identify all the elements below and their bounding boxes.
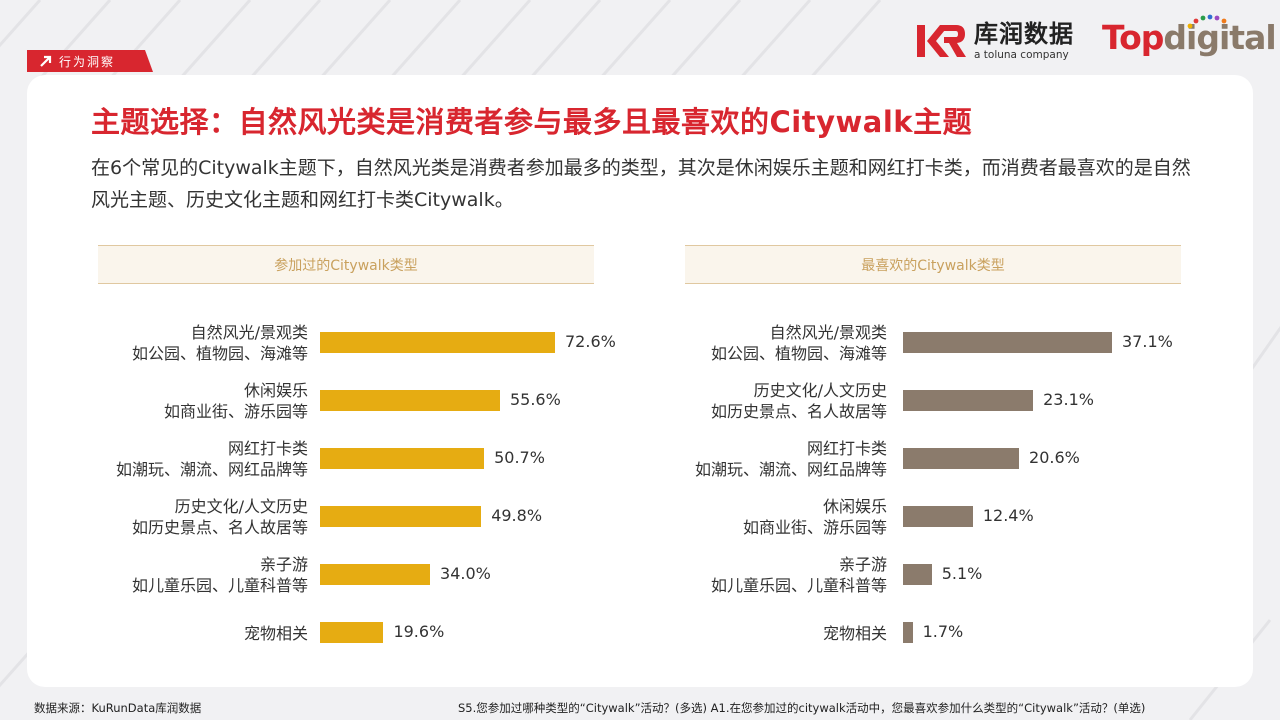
right-chart-title: 最喜欢的Citywalk类型 [685, 245, 1181, 284]
topdigital-dots-icon [1187, 14, 1227, 29]
category-example: 如公园、植物园、海滩等 [710, 344, 887, 363]
right-chart-row: 历史文化/人文历史如历史景点、名人故居等 [657, 376, 887, 426]
right-bar-value-label: 23.1% [1043, 390, 1094, 409]
category-name: 网红打卡类 [227, 439, 308, 458]
category-example: 如潮玩、潮流、网红品牌等 [694, 460, 887, 479]
topdigital-logo-digital: digital [1163, 18, 1276, 57]
arrow-up-right-icon [40, 55, 52, 67]
right-bar-value-label: 37.1% [1122, 332, 1173, 351]
category-name: 休闲娱乐 [243, 381, 308, 400]
footer-questions: S5.您参加过哪种类型的“Citywalk”活动？(多选) A1.在您参加过的c… [458, 701, 1146, 715]
left-bar [320, 390, 500, 411]
category-name: 宠物相关 [822, 623, 887, 643]
right-bar [903, 332, 1112, 353]
right-chart-row: 网红打卡类如潮玩、潮流、网红品牌等 [657, 434, 887, 484]
right-bar [903, 448, 1020, 469]
right-bar-value-label: 12.4% [982, 506, 1034, 525]
category-example: 如潮玩、潮流、网红品牌等 [115, 460, 308, 479]
category-name: 历史文化/人文历史 [753, 381, 887, 400]
left-chart-title: 参加过的Citywalk类型 [98, 245, 594, 284]
topdigital-logo-top: Top [1102, 18, 1164, 57]
right-chart-row: 宠物相关 [657, 608, 887, 658]
left-bar-value-label: 50.7% [494, 448, 545, 467]
right-bar [903, 622, 913, 643]
kurun-logo-cn: 库润数据 [974, 20, 1074, 48]
category-example: 如历史景点、名人故居等 [710, 402, 887, 421]
category-name: 亲子游 [838, 555, 887, 574]
left-chart-row: 亲子游如儿童乐园、儿童科普等 [78, 550, 308, 600]
category-example: 如儿童乐园、儿童科普等 [131, 576, 308, 595]
left-chart-row: 历史文化/人文历史如历史景点、名人故居等 [78, 492, 308, 542]
right-chart-row: 休闲娱乐如商业街、游乐园等 [657, 492, 887, 542]
content-card [27, 75, 1253, 687]
kurun-logo-en: a toluna company [974, 49, 1069, 61]
left-chart-row: 休闲娱乐如商业街、游乐园等 [78, 376, 308, 426]
category-label: 宠物相关 [78, 608, 308, 658]
left-bar [320, 448, 485, 469]
right-bar-value-label: 20.6% [1029, 448, 1080, 467]
left-bar-value-label: 72.6% [565, 332, 616, 351]
kurun-logo: 库润数据 a toluna company [914, 20, 1074, 62]
category-example: 如商业街、游乐园等 [163, 402, 308, 421]
category-example: 如历史景点、名人故居等 [131, 518, 308, 537]
category-name: 自然风光/景观类 [769, 323, 887, 342]
left-chart-row: 宠物相关 [78, 608, 308, 658]
left-bar [320, 564, 431, 585]
page-title: 主题选择：自然风光类是消费者参与最多且最喜欢的Citywalk主题 [91, 105, 973, 139]
category-label: 自然风光/景观类如公园、植物园、海滩等 [78, 318, 308, 368]
right-bar-value-label: 5.1% [941, 564, 983, 583]
right-chart-row: 自然风光/景观类如公园、植物园、海滩等 [657, 318, 887, 368]
section-tag: 行为洞察 [27, 50, 153, 72]
category-label: 亲子游如儿童乐园、儿童科普等 [657, 550, 887, 600]
right-bar [903, 564, 932, 585]
left-bar-value-label: 19.6% [393, 622, 445, 641]
right-bar [903, 390, 1034, 411]
category-label: 网红打卡类如潮玩、潮流、网红品牌等 [657, 434, 887, 484]
left-bar-value-label: 49.8% [491, 506, 543, 525]
kurun-logo-mark [917, 25, 966, 57]
left-bar [320, 332, 555, 353]
category-label: 网红打卡类如潮玩、潮流、网红品牌等 [78, 434, 308, 484]
category-example: 如公园、植物园、海滩等 [131, 344, 308, 363]
left-chart-row: 自然风光/景观类如公园、植物园、海滩等 [78, 318, 308, 368]
category-label: 休闲娱乐如商业街、游乐园等 [78, 376, 308, 426]
left-bar-value-label: 34.0% [440, 564, 491, 583]
category-label: 宠物相关 [657, 608, 887, 658]
category-name: 亲子游 [259, 555, 308, 574]
section-tag-label: 行为洞察 [59, 54, 116, 69]
category-example: 如商业街、游乐园等 [742, 518, 887, 537]
right-bar [903, 506, 973, 527]
category-label: 历史文化/人文历史如历史景点、名人故居等 [657, 376, 887, 426]
right-bar-value-label: 1.7% [922, 622, 964, 641]
category-name: 网红打卡类 [806, 439, 887, 458]
category-example: 如儿童乐园、儿童科普等 [710, 576, 887, 595]
left-bar-value-label: 55.6% [509, 390, 561, 409]
topdigital-logo: Topdigital [1102, 18, 1277, 57]
left-chart-row: 网红打卡类如潮玩、潮流、网红品牌等 [78, 434, 308, 484]
category-label: 亲子游如儿童乐园、儿童科普等 [78, 550, 308, 600]
page-description: 在6个常见的Citywalk主题下，自然风光类是消费者参加最多的类型，其次是休闲… [91, 157, 1191, 211]
category-label: 历史文化/人文历史如历史景点、名人故居等 [78, 492, 308, 542]
left-bar [320, 506, 482, 527]
category-name: 休闲娱乐 [822, 497, 887, 516]
category-name: 自然风光/景观类 [190, 323, 308, 342]
footer-source: 数据来源：KuRunData库润数据 [34, 701, 202, 715]
category-name: 历史文化/人文历史 [174, 497, 308, 516]
right-chart-row: 亲子游如儿童乐园、儿童科普等 [657, 550, 887, 600]
category-name: 宠物相关 [243, 623, 308, 643]
left-bar [320, 622, 384, 643]
category-label: 自然风光/景观类如公园、植物园、海滩等 [657, 318, 887, 368]
category-label: 休闲娱乐如商业街、游乐园等 [657, 492, 887, 542]
